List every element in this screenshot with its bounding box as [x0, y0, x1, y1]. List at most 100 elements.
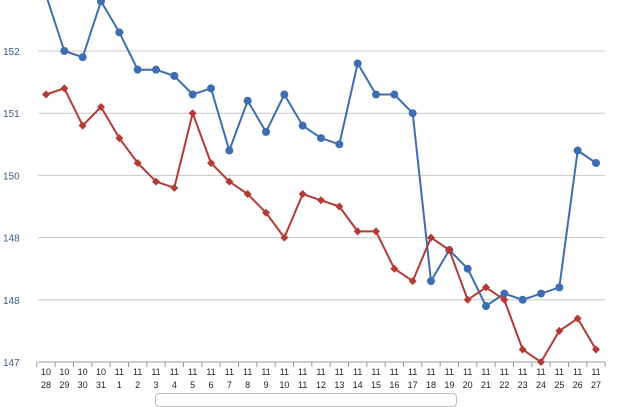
data-point — [500, 295, 509, 304]
data-point — [60, 84, 69, 93]
y-tick-label: 148 — [3, 296, 20, 307]
x-tick-label-line2: 28 — [41, 380, 51, 390]
data-point — [482, 302, 490, 311]
x-tick-label-line2: 9 — [263, 380, 268, 390]
data-point — [243, 96, 252, 105]
x-tick-label-line1: 11 — [408, 367, 417, 377]
data-point — [317, 196, 325, 205]
x-tick-label-line1: 11 — [280, 367, 289, 377]
x-tick-label-line2: 26 — [573, 380, 583, 390]
data-point — [115, 134, 124, 143]
y-tick-label: 151 — [3, 109, 20, 120]
data-point — [353, 227, 362, 236]
data-point — [225, 146, 234, 155]
data-point — [592, 345, 600, 354]
x-tick-label-line1: 11 — [188, 367, 197, 377]
x-tick-label-line1: 11 — [225, 367, 234, 377]
data-point — [78, 53, 87, 62]
x-tick-label-line1: 11 — [261, 367, 270, 377]
x-tick-label-line1: 11 — [316, 367, 325, 377]
data-point — [372, 227, 380, 236]
data-point — [262, 127, 270, 136]
x-tick-label-line1: 11 — [445, 367, 454, 377]
data-point — [60, 47, 69, 55]
data-point — [427, 233, 435, 242]
data-point — [115, 28, 124, 37]
x-tick-label-line1: 11 — [170, 367, 179, 377]
x-tick-label-line1: 11 — [298, 367, 307, 377]
data-point — [592, 158, 600, 167]
x-tick-label-line1: 11 — [206, 367, 215, 377]
data-point — [225, 177, 234, 186]
x-tick-label-line2: 1 — [117, 380, 122, 390]
x-tick-label-line1: 10 — [78, 367, 88, 377]
data-point — [408, 277, 417, 286]
x-tick-label-line1: 10 — [59, 367, 69, 377]
x-tick-label-line2: 16 — [389, 380, 399, 390]
data-point — [170, 71, 179, 80]
data-point — [97, 102, 105, 111]
y-tick-label: 150 — [3, 171, 20, 182]
x-tick-label-line2: 6 — [208, 380, 213, 390]
y-axis-tick-labels: 147 148 148 150 151 152 — [3, 47, 20, 369]
y-tick-label: 147 — [3, 358, 20, 369]
data-point — [482, 283, 490, 292]
x-tick-label-line2: 17 — [408, 380, 418, 390]
data-point — [463, 295, 472, 304]
x-tick-label-line2: 15 — [371, 380, 381, 390]
data-point — [408, 109, 417, 118]
data-point — [207, 158, 215, 167]
data-point — [97, 0, 105, 6]
series-layer — [42, 0, 600, 366]
data-point — [353, 59, 362, 68]
x-tick-label-line2: 31 — [96, 380, 106, 390]
x-tick-label-line1: 11 — [335, 367, 344, 377]
x-tick-label-line2: 13 — [334, 380, 344, 390]
x-tick-label-line2: 20 — [463, 380, 473, 390]
data-point — [207, 84, 215, 93]
x-tick-label-line2: 5 — [190, 380, 195, 390]
x-tick-label-line1: 11 — [426, 367, 435, 377]
x-tick-label-line2: 19 — [444, 380, 454, 390]
data-point — [573, 314, 582, 323]
x-tick-label-line1: 10 — [41, 367, 51, 377]
x-tick-label-line2: 11 — [298, 380, 307, 390]
y-tick-label: 148 — [3, 234, 20, 245]
data-point — [42, 90, 50, 99]
x-tick-label-line2: 27 — [591, 380, 601, 390]
data-point — [188, 90, 197, 99]
x-tick-label-line1: 10 — [96, 367, 106, 377]
x-tick-label-line1: 11 — [463, 367, 472, 377]
x-tick-label-line1: 11 — [518, 367, 527, 377]
x-tick-label-line2: 14 — [353, 380, 363, 390]
x-tick-label-line2: 3 — [153, 380, 158, 390]
x-tick-label-line2: 21 — [481, 380, 491, 390]
data-point — [280, 233, 289, 242]
data-point — [555, 326, 564, 335]
x-tick-label-line2: 24 — [536, 380, 546, 390]
data-point — [518, 295, 527, 304]
x-tick-label-line1: 11 — [573, 367, 582, 377]
x-tick-label-line1: 11 — [151, 367, 160, 377]
data-point — [317, 134, 325, 143]
x-tick-label-line2: 29 — [59, 380, 69, 390]
series-1 — [46, 0, 600, 311]
x-tick-label-line2: 4 — [172, 380, 177, 390]
series-2-line — [45, 87, 597, 363]
x-tick-label-line2: 2 — [135, 380, 140, 390]
x-tick-label-line1: 11 — [133, 367, 142, 377]
x-axis-tick-labels: 1028102910301031111112113114115116117118… — [41, 367, 601, 390]
x-tick-label-line2: 18 — [426, 380, 436, 390]
grid-lines — [36, 50, 606, 367]
x-tick-label-line1: 11 — [390, 367, 399, 377]
series-2 — [42, 84, 600, 366]
data-point — [280, 90, 289, 99]
series-1-line — [46, 0, 597, 307]
data-point — [500, 289, 509, 298]
data-point — [298, 121, 307, 130]
data-point — [78, 121, 87, 130]
x-tick-label-line2: 10 — [279, 380, 289, 390]
data-point — [335, 202, 344, 211]
x-tick-label-line2: 22 — [499, 380, 509, 390]
